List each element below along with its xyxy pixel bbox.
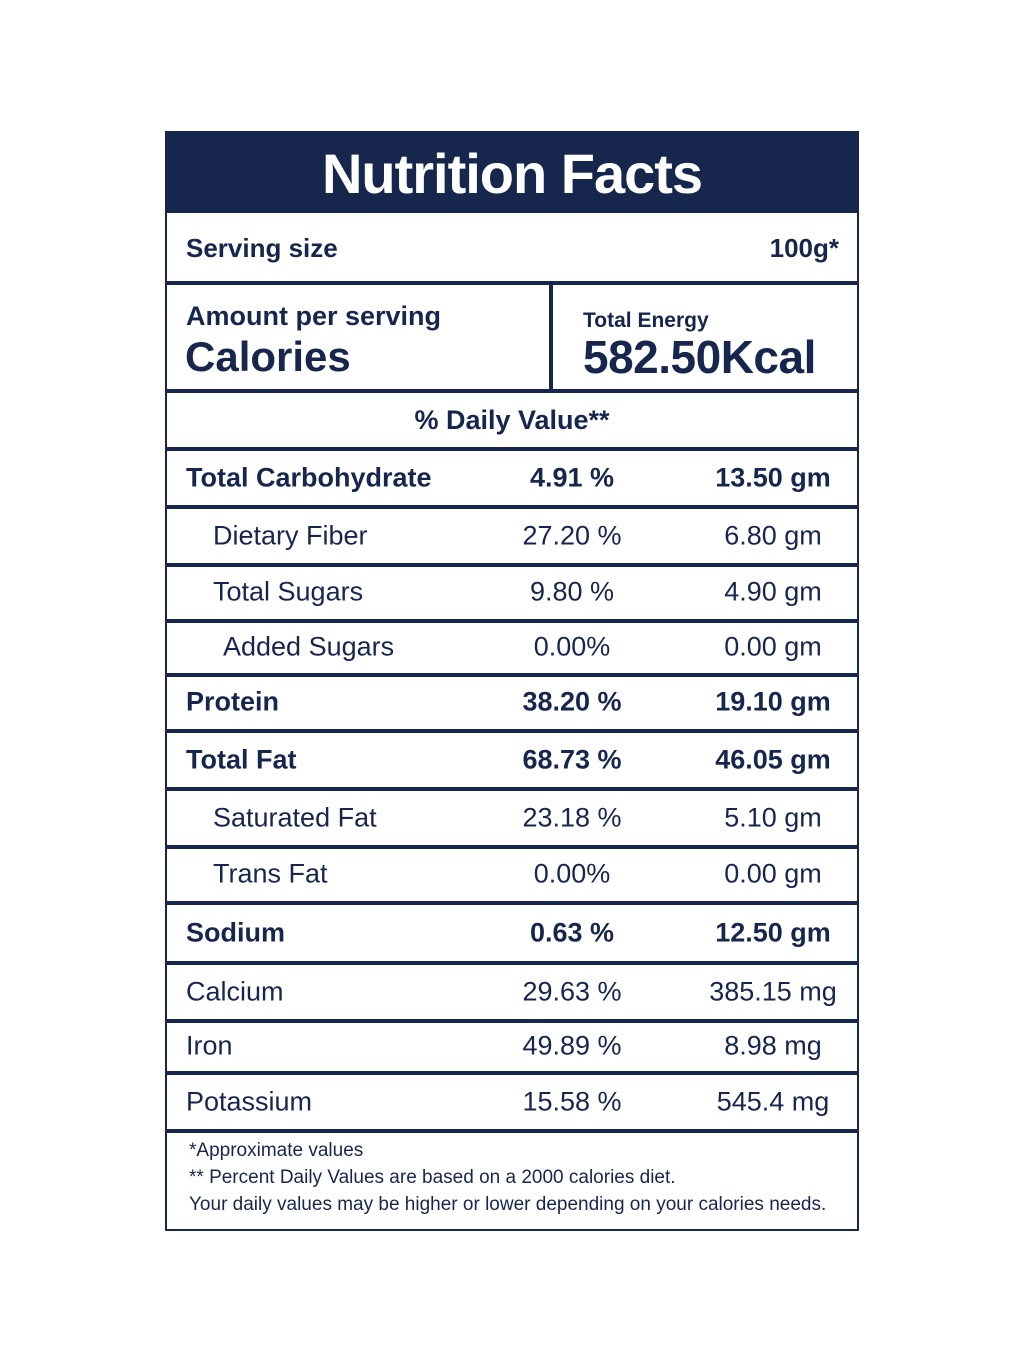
total-energy-label: Total Energy [583, 309, 709, 332]
nutrient-row: Trans Fat 0.00% 0.00 gm [213, 858, 822, 889]
serving-size-label: Serving size [186, 233, 338, 263]
nutrient-name: Protein [186, 686, 280, 717]
footnotes: *Approximate values ** Percent Daily Val… [189, 1137, 826, 1218]
divider [167, 845, 857, 849]
nutrient-name: Total Fat [186, 744, 297, 775]
label-title: Nutrition Facts [321, 141, 703, 205]
calories-section: Amount per serving Calories Total Energy… [167, 285, 857, 389]
nutrient-name: Trans Fat [213, 858, 328, 889]
nutrient-name: Iron [186, 1030, 233, 1061]
nutrient-row: Total Sugars 9.80 % 4.90 gm [213, 576, 822, 607]
nutrient-row: Protein 38.20 % 19.10 gm [186, 686, 831, 717]
footnote-line: *Approximate values [189, 1140, 364, 1161]
divider [167, 1071, 857, 1075]
label-header: Nutrition Facts [167, 133, 857, 213]
nutrient-row: Saturated Fat 23.18 % 5.10 gm [213, 802, 822, 833]
divider [167, 563, 857, 567]
nutrient-name: Potassium [186, 1086, 313, 1117]
amount-per-serving-label: Amount per serving [186, 301, 442, 331]
serving-size-value: 100g* [769, 233, 839, 263]
nutrient-name: Added Sugars [223, 631, 395, 662]
divider [167, 729, 857, 733]
nutrient-name: Total Carbohydrate [186, 462, 432, 493]
serving-size-row: Serving size 100g* [167, 215, 857, 281]
divider [167, 961, 857, 965]
divider [549, 285, 553, 389]
nutrient-name: Sodium [186, 917, 285, 948]
divider [167, 619, 857, 623]
divider [167, 447, 857, 451]
nutrition-facts-label: Nutrition Facts Serving size 100g* Amoun… [165, 131, 859, 1231]
nutrient-name: Total Sugars [213, 576, 364, 607]
nutrient-row: Dietary Fiber 27.20 % 6.80 gm [213, 520, 822, 551]
nutrient-row: Total Carbohydrate 4.91 % 13.50 gm [186, 462, 831, 493]
divider [167, 1129, 857, 1133]
footnote-line: ** Percent Daily Values are based on a 2… [189, 1167, 676, 1188]
nutrient-name: Calcium [186, 976, 284, 1007]
divider [167, 389, 857, 393]
nutrient-name: Saturated Fat [213, 802, 377, 833]
nutrient-row: Calcium 29.63 % 385.15 mg [186, 976, 837, 1007]
divider [167, 1019, 857, 1023]
divider [167, 505, 857, 509]
divider [167, 787, 857, 791]
divider [167, 281, 857, 285]
divider [167, 673, 857, 677]
nutrient-row: Sodium 0.63 % 12.50 gm [186, 917, 831, 948]
nutrient-row: Total Fat 68.73 % 46.05 gm [186, 744, 831, 775]
calories-label: Calories [185, 333, 351, 380]
nutrient-row: Added Sugars 0.00% 0.00 gm [223, 631, 822, 662]
nutrient-row: Potassium 15.58 % 545.4 mg [186, 1086, 830, 1117]
footnote-line: Your daily values may be higher or lower… [189, 1194, 827, 1215]
nutrient-name: Dietary Fiber [213, 520, 368, 551]
total-energy-value: 582.50Kcal [583, 331, 816, 383]
divider [167, 901, 857, 905]
nutrient-row: Iron 49.89 % 8.98 mg [186, 1030, 822, 1061]
daily-value-header: % Daily Value** [414, 404, 610, 435]
